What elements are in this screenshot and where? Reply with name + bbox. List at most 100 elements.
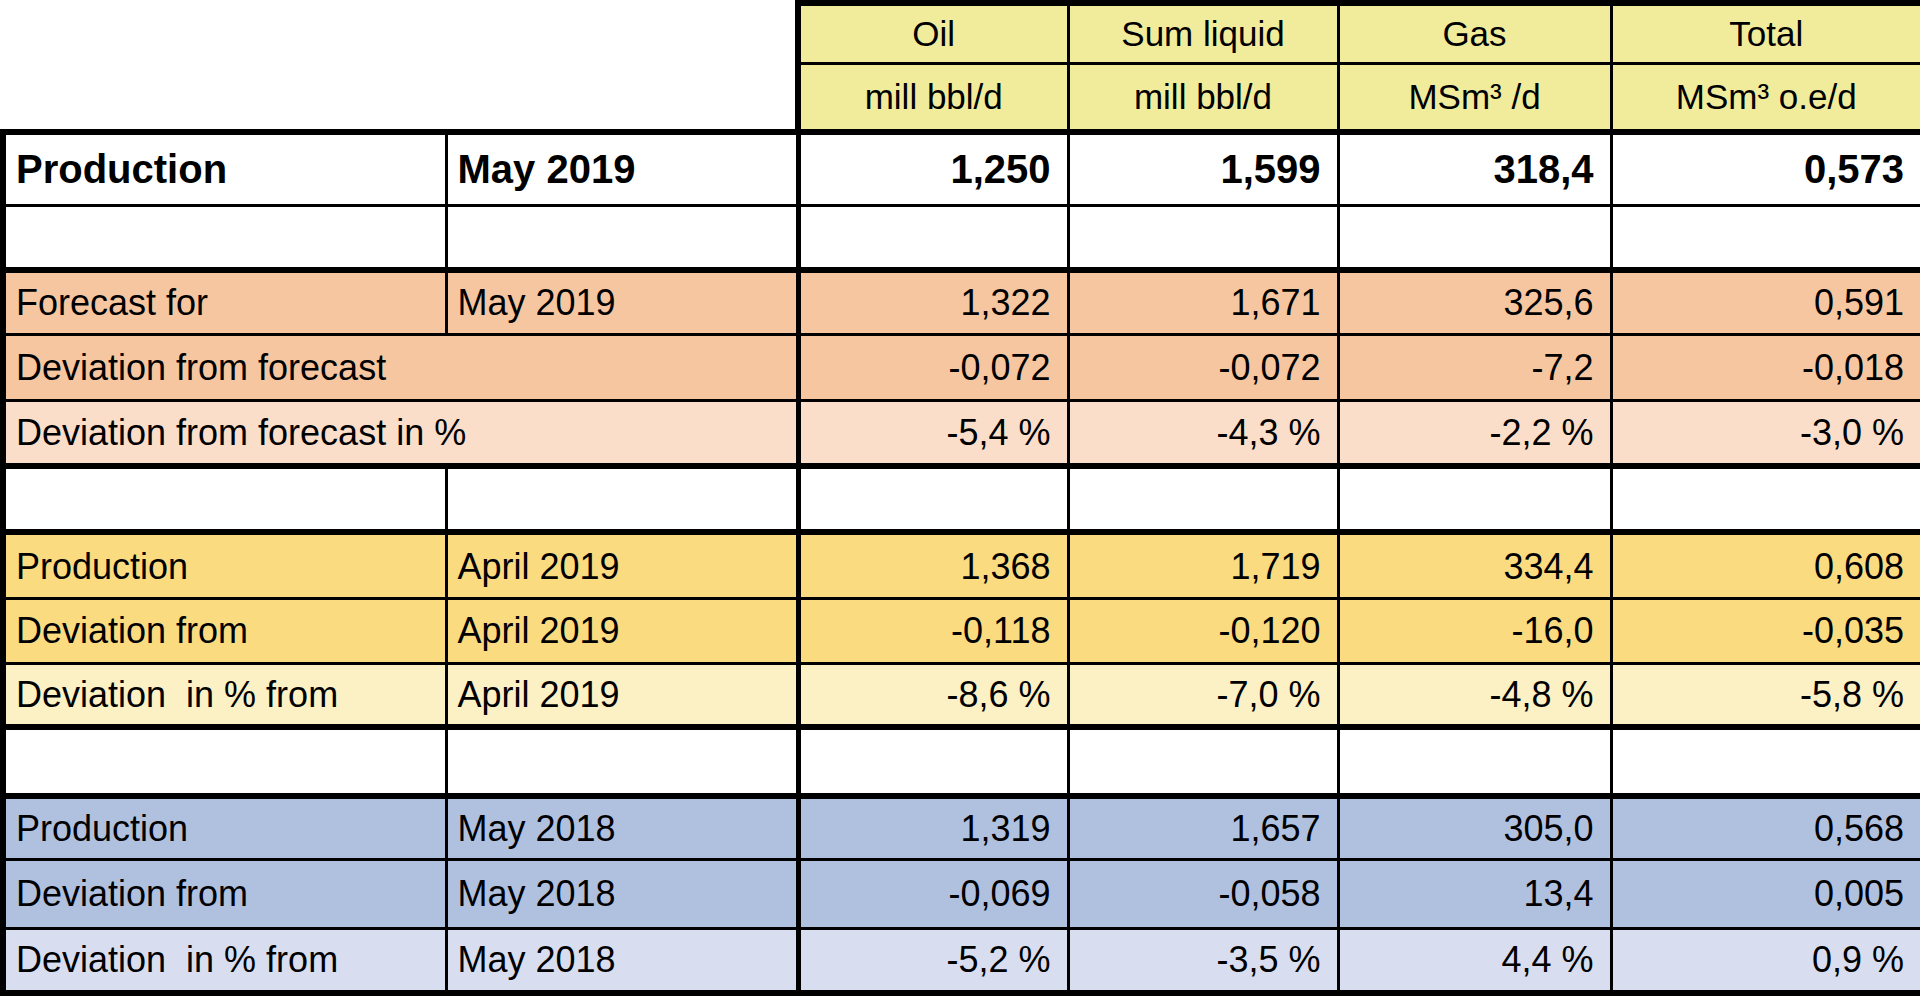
- value-sum-liquid: 1,657: [1068, 796, 1338, 860]
- column-header-sum-liquid: Sum liquid: [1068, 3, 1338, 64]
- value-gas: -16,0: [1338, 599, 1611, 664]
- row-label: Production: [3, 796, 446, 860]
- empty-cell: [798, 727, 1068, 796]
- value-sum-liquid: 1,719: [1068, 532, 1338, 599]
- row-forecast-may-2019: Forecast for May 2019 1,322 1,671 325,6 …: [3, 270, 1920, 335]
- value-gas: 4,4 %: [1338, 928, 1611, 993]
- value-oil: -0,069: [798, 860, 1068, 929]
- column-header-gas: Gas: [1338, 3, 1611, 64]
- empty-cell: [798, 466, 1068, 533]
- spacer-row: [3, 466, 1920, 533]
- row-label: Deviation from forecast: [3, 334, 798, 401]
- row-label: Deviation from: [3, 599, 446, 664]
- unit-gas: MSm³ /d: [1338, 64, 1611, 133]
- production-figures-table-container: Oil Sum liquid Gas Total mill bbl/d mill…: [0, 0, 1920, 996]
- value-sum-liquid: -3,5 %: [1068, 928, 1338, 993]
- row-label: Deviation from: [3, 860, 446, 929]
- value-oil: 1,250: [798, 132, 1068, 205]
- empty-cell: [3, 727, 446, 796]
- row-production-april-2019: Production April 2019 1,368 1,719 334,4 …: [3, 532, 1920, 599]
- empty-cell: [798, 205, 1068, 270]
- unit-total: MSm³ o.e/d: [1611, 64, 1920, 133]
- empty-cell: [1068, 466, 1338, 533]
- empty-cell: [1338, 205, 1611, 270]
- row-period: April 2019: [446, 599, 798, 664]
- empty-cell: [1068, 727, 1338, 796]
- row-period: April 2019: [446, 532, 798, 599]
- value-oil: -5,2 %: [798, 928, 1068, 993]
- value-gas: 13,4: [1338, 860, 1611, 929]
- value-total: 0,005: [1611, 860, 1920, 929]
- value-oil: -5,4 %: [798, 401, 1068, 466]
- row-label: Deviation from forecast in %: [3, 401, 798, 466]
- value-total: 0,9 %: [1611, 928, 1920, 993]
- value-gas: -7,2: [1338, 334, 1611, 401]
- header-blank-cell: [3, 3, 446, 64]
- header-row-units: mill bbl/d mill bbl/d MSm³ /d MSm³ o.e/d: [3, 64, 1920, 133]
- empty-cell: [1611, 727, 1920, 796]
- row-deviation-from-april-2019: Deviation from April 2019 -0,118 -0,120 …: [3, 599, 1920, 664]
- value-total: -3,0 %: [1611, 401, 1920, 466]
- value-total: -0,035: [1611, 599, 1920, 664]
- empty-cell: [3, 466, 446, 533]
- row-label: Production: [3, 532, 446, 599]
- row-production-may-2018: Production May 2018 1,319 1,657 305,0 0,…: [3, 796, 1920, 860]
- value-total: -5,8 %: [1611, 664, 1920, 728]
- header-row-commodities: Oil Sum liquid Gas Total: [3, 3, 1920, 64]
- row-label: Forecast for: [3, 270, 446, 335]
- header-blank-cell: [446, 3, 798, 64]
- row-deviation-pct-from-may-2018: Deviation in % from May 2018 -5,2 % -3,5…: [3, 928, 1920, 993]
- empty-cell: [446, 205, 798, 270]
- empty-cell: [1068, 205, 1338, 270]
- row-label: Deviation in % from: [3, 664, 446, 728]
- row-period: May 2018: [446, 860, 798, 929]
- row-period: May 2019: [446, 132, 798, 205]
- empty-cell: [446, 466, 798, 533]
- row-period: May 2018: [446, 928, 798, 993]
- empty-cell: [1338, 466, 1611, 533]
- value-sum-liquid: 1,671: [1068, 270, 1338, 335]
- empty-cell: [1611, 205, 1920, 270]
- header-blank-cell: [446, 64, 798, 133]
- column-header-oil: Oil: [798, 3, 1068, 64]
- production-figures-table: Oil Sum liquid Gas Total mill bbl/d mill…: [0, 0, 1920, 996]
- row-production-may-2019: Production May 2019 1,250 1,599 318,4 0,…: [3, 132, 1920, 205]
- row-period: April 2019: [446, 664, 798, 728]
- value-oil: 1,368: [798, 532, 1068, 599]
- column-header-total: Total: [1611, 3, 1920, 64]
- row-label: Production: [3, 132, 446, 205]
- unit-oil: mill bbl/d: [798, 64, 1068, 133]
- value-gas: 305,0: [1338, 796, 1611, 860]
- row-label: Deviation in % from: [3, 928, 446, 993]
- row-deviation-pct-from-april-2019: Deviation in % from April 2019 -8,6 % -7…: [3, 664, 1920, 728]
- value-total: 0,573: [1611, 132, 1920, 205]
- value-sum-liquid: -4,3 %: [1068, 401, 1338, 466]
- value-gas: 325,6: [1338, 270, 1611, 335]
- value-gas: 318,4: [1338, 132, 1611, 205]
- spacer-row: [3, 205, 1920, 270]
- value-sum-liquid: -0,120: [1068, 599, 1338, 664]
- value-total: 0,608: [1611, 532, 1920, 599]
- row-deviation-from-may-2018: Deviation from May 2018 -0,069 -0,058 13…: [3, 860, 1920, 929]
- value-oil: -0,118: [798, 599, 1068, 664]
- empty-cell: [3, 205, 446, 270]
- value-oil: -8,6 %: [798, 664, 1068, 728]
- value-sum-liquid: -7,0 %: [1068, 664, 1338, 728]
- empty-cell: [1611, 466, 1920, 533]
- unit-sum-liquid: mill bbl/d: [1068, 64, 1338, 133]
- value-gas: -2,2 %: [1338, 401, 1611, 466]
- header-blank-cell: [3, 64, 446, 133]
- row-deviation-from-forecast: Deviation from forecast -0,072 -0,072 -7…: [3, 334, 1920, 401]
- row-period: May 2018: [446, 796, 798, 860]
- row-deviation-from-forecast-pct: Deviation from forecast in % -5,4 % -4,3…: [3, 401, 1920, 466]
- value-gas: 334,4: [1338, 532, 1611, 599]
- value-total: -0,018: [1611, 334, 1920, 401]
- empty-cell: [1338, 727, 1611, 796]
- value-sum-liquid: 1,599: [1068, 132, 1338, 205]
- value-oil: 1,322: [798, 270, 1068, 335]
- empty-cell: [446, 727, 798, 796]
- row-period: May 2019: [446, 270, 798, 335]
- spacer-row: [3, 727, 1920, 796]
- value-gas: -4,8 %: [1338, 664, 1611, 728]
- value-sum-liquid: -0,058: [1068, 860, 1338, 929]
